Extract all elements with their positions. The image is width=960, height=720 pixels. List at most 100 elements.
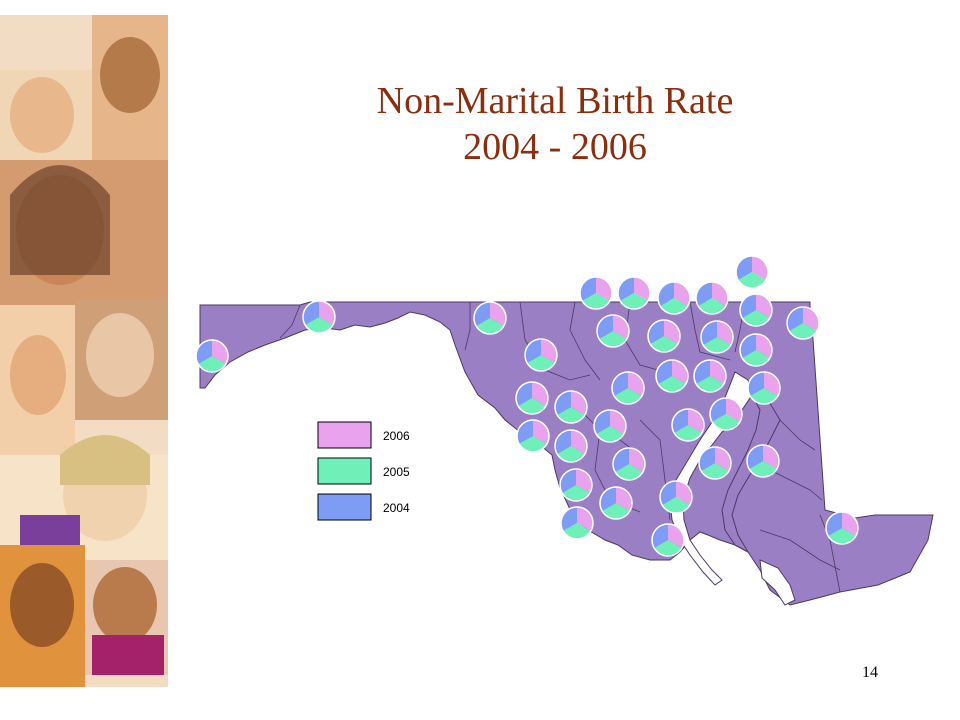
pie-outline [302,300,336,334]
county-pie-marker [612,447,646,481]
county-pie-marker [554,390,588,424]
county-pie-marker [709,397,743,431]
county-pie-marker [559,468,593,502]
county-pie-marker [473,301,507,335]
county-pie-marker [695,281,729,315]
pie-outline [554,429,588,463]
pie-slice [518,398,546,414]
county-pie-marker [651,523,685,557]
county-pie-marker [647,319,681,353]
pie-slice [620,293,648,309]
pie-slice [614,388,642,404]
pie-outline [659,480,693,514]
county-pie-marker [739,333,773,367]
pie-outline [560,506,594,540]
pie-slice [599,331,627,347]
pie-outline [516,419,550,453]
county-pie-marker [593,409,627,443]
county-pie-markers [195,255,859,557]
county-pie-marker [617,276,651,310]
pie-slice [562,485,590,501]
pie-slice [750,388,778,404]
pie-outline [657,281,691,315]
pie-outline [709,397,743,431]
pie-slice [712,414,740,430]
pie-outline [825,511,859,545]
county-pie-marker [554,429,588,463]
pie-outline [700,320,734,354]
pie-outline [693,359,727,393]
pie-slice [738,272,766,288]
page-number: 14 [862,664,878,681]
pie-outline [611,371,645,405]
county-pie-marker [302,300,336,334]
pie-outline [735,255,769,289]
pie-outline [739,333,773,367]
pie-outline [515,381,549,415]
title-line-2: 2004 - 2006 [463,126,647,168]
county-pie-marker [657,281,691,315]
pie-slice [742,310,770,326]
pie-outline [698,446,732,480]
legend-label-2005: 2005 [383,465,410,479]
pie-outline [695,281,729,315]
southern-bay-water [759,559,796,606]
county-pie-marker [659,480,693,514]
county-pie-marker [579,276,613,310]
pie-outline [746,444,780,478]
county-pie-marker [735,255,769,289]
legend-label-2006: 2006 [383,429,410,443]
county-pie-marker [516,419,550,453]
pie-slice [476,318,504,334]
pie-slice [563,523,591,539]
pie-slice [650,336,678,352]
county-pie-marker [700,320,734,354]
county-pie-marker [515,381,549,415]
pie-outline [599,486,633,520]
pie-slice [789,323,817,339]
pie-slice [696,376,724,392]
pie-outline [195,339,229,373]
pie-outline [617,276,651,310]
pie-outline [596,314,630,348]
pie-slice [305,317,333,333]
pie-outline [524,338,558,372]
pie-outline [612,447,646,481]
pie-outline [747,371,781,405]
pie-outline [593,409,627,443]
title-line-1: Non-Marital Birth Rate [376,80,734,122]
county-pie-marker [524,338,558,372]
pie-slice [198,356,226,372]
pie-outline [579,276,613,310]
county-pie-marker [611,371,645,405]
pie-outline [739,293,773,327]
pie-outline [473,301,507,335]
county-pie-marker [825,511,859,545]
county-pie-marker [747,371,781,405]
pie-slice [557,407,585,423]
pie-slice [698,298,726,314]
pie-slice [596,426,624,442]
children-photo-collage [0,15,168,687]
pie-slice [527,355,555,371]
pie-slice [615,464,643,480]
pie-slice [749,461,777,477]
county-pie-marker [655,359,689,393]
legend-swatch-2006 [317,421,372,449]
eastern-shore-coastline [721,394,781,554]
pie-slice [658,376,686,392]
pie-slice [519,436,547,452]
county-pie-marker [671,408,705,442]
pie-slice [828,528,856,544]
county-pie-marker [698,446,732,480]
pie-outline [651,523,685,557]
pie-outline [655,359,689,393]
pie-slice [703,337,731,353]
pie-slice [674,425,702,441]
pie-slice [742,350,770,366]
pie-outline [671,408,705,442]
county-pie-marker [560,506,594,540]
county-pie-marker [786,306,820,340]
county-pie-marker [693,359,727,393]
